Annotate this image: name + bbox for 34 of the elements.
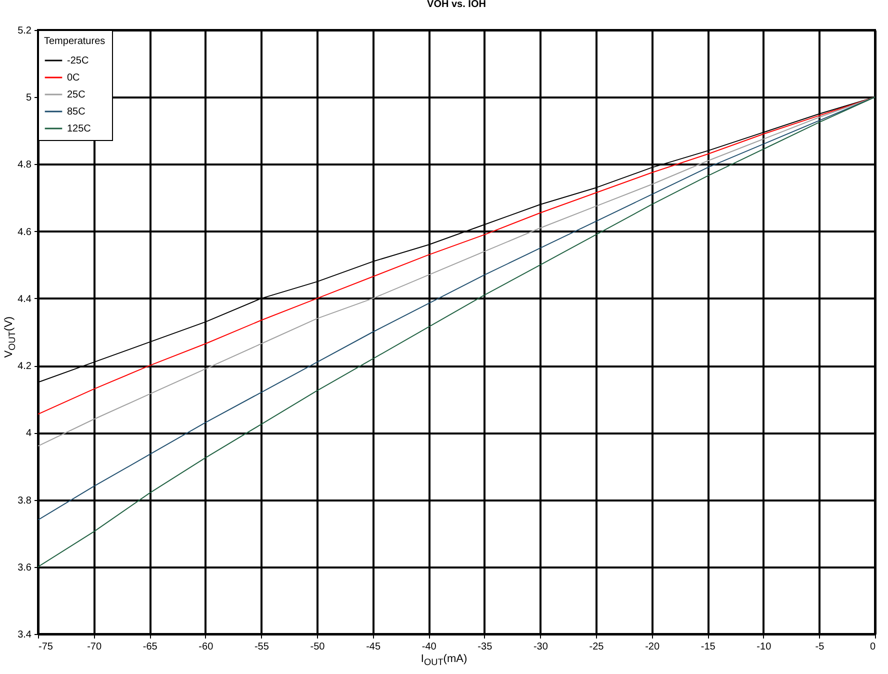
x-tick-label: -55 [254,642,270,652]
x-tick-label: -60 [198,642,214,652]
x-tick-label: 0 [870,642,876,652]
legend-label: 25C [67,90,86,100]
x-tick-label: -75 [38,642,54,652]
legend-label: 125C [67,124,91,134]
x-tick-label: -15 [700,642,716,652]
x-tick-label: -40 [422,642,437,652]
x-tick-label: -65 [142,642,158,652]
y-tick-label: 5.2 [18,26,32,36]
legend-label: 0C [67,72,80,84]
x-tick-label: -10 [756,642,772,652]
x-tick-label: -30 [533,642,548,652]
chart-title: VOH vs. IOH [427,0,486,10]
legend-label: -25C [67,56,89,66]
y-tick-label: 4.6 [18,226,32,238]
y-tick-label: 4.4 [18,294,32,305]
y-tick-label: 3.8 [18,495,32,506]
x-tick-label: -50 [310,642,326,652]
x-tick-label: -25 [589,642,604,652]
x-tick-label: -70 [87,642,102,652]
y-tick-label: 4 [26,428,32,440]
y-tick-label: 4.2 [18,361,32,372]
x-tick-label: -20 [645,642,660,652]
legend-title: Temperatures [44,36,106,47]
y-tick-label: 4.8 [18,160,32,171]
legend-label: 85C [67,106,86,118]
x-tick-label: -35 [478,642,493,652]
x-axis-title: I$_{OUT}$(mA) [420,653,468,668]
y-tick-label: 3.4 [18,630,32,640]
y-tick-label: 5 [26,92,32,104]
x-tick-label: -45 [366,642,381,652]
x-tick-label: -5 [815,642,825,652]
y-tick-label: 3.6 [18,562,32,574]
